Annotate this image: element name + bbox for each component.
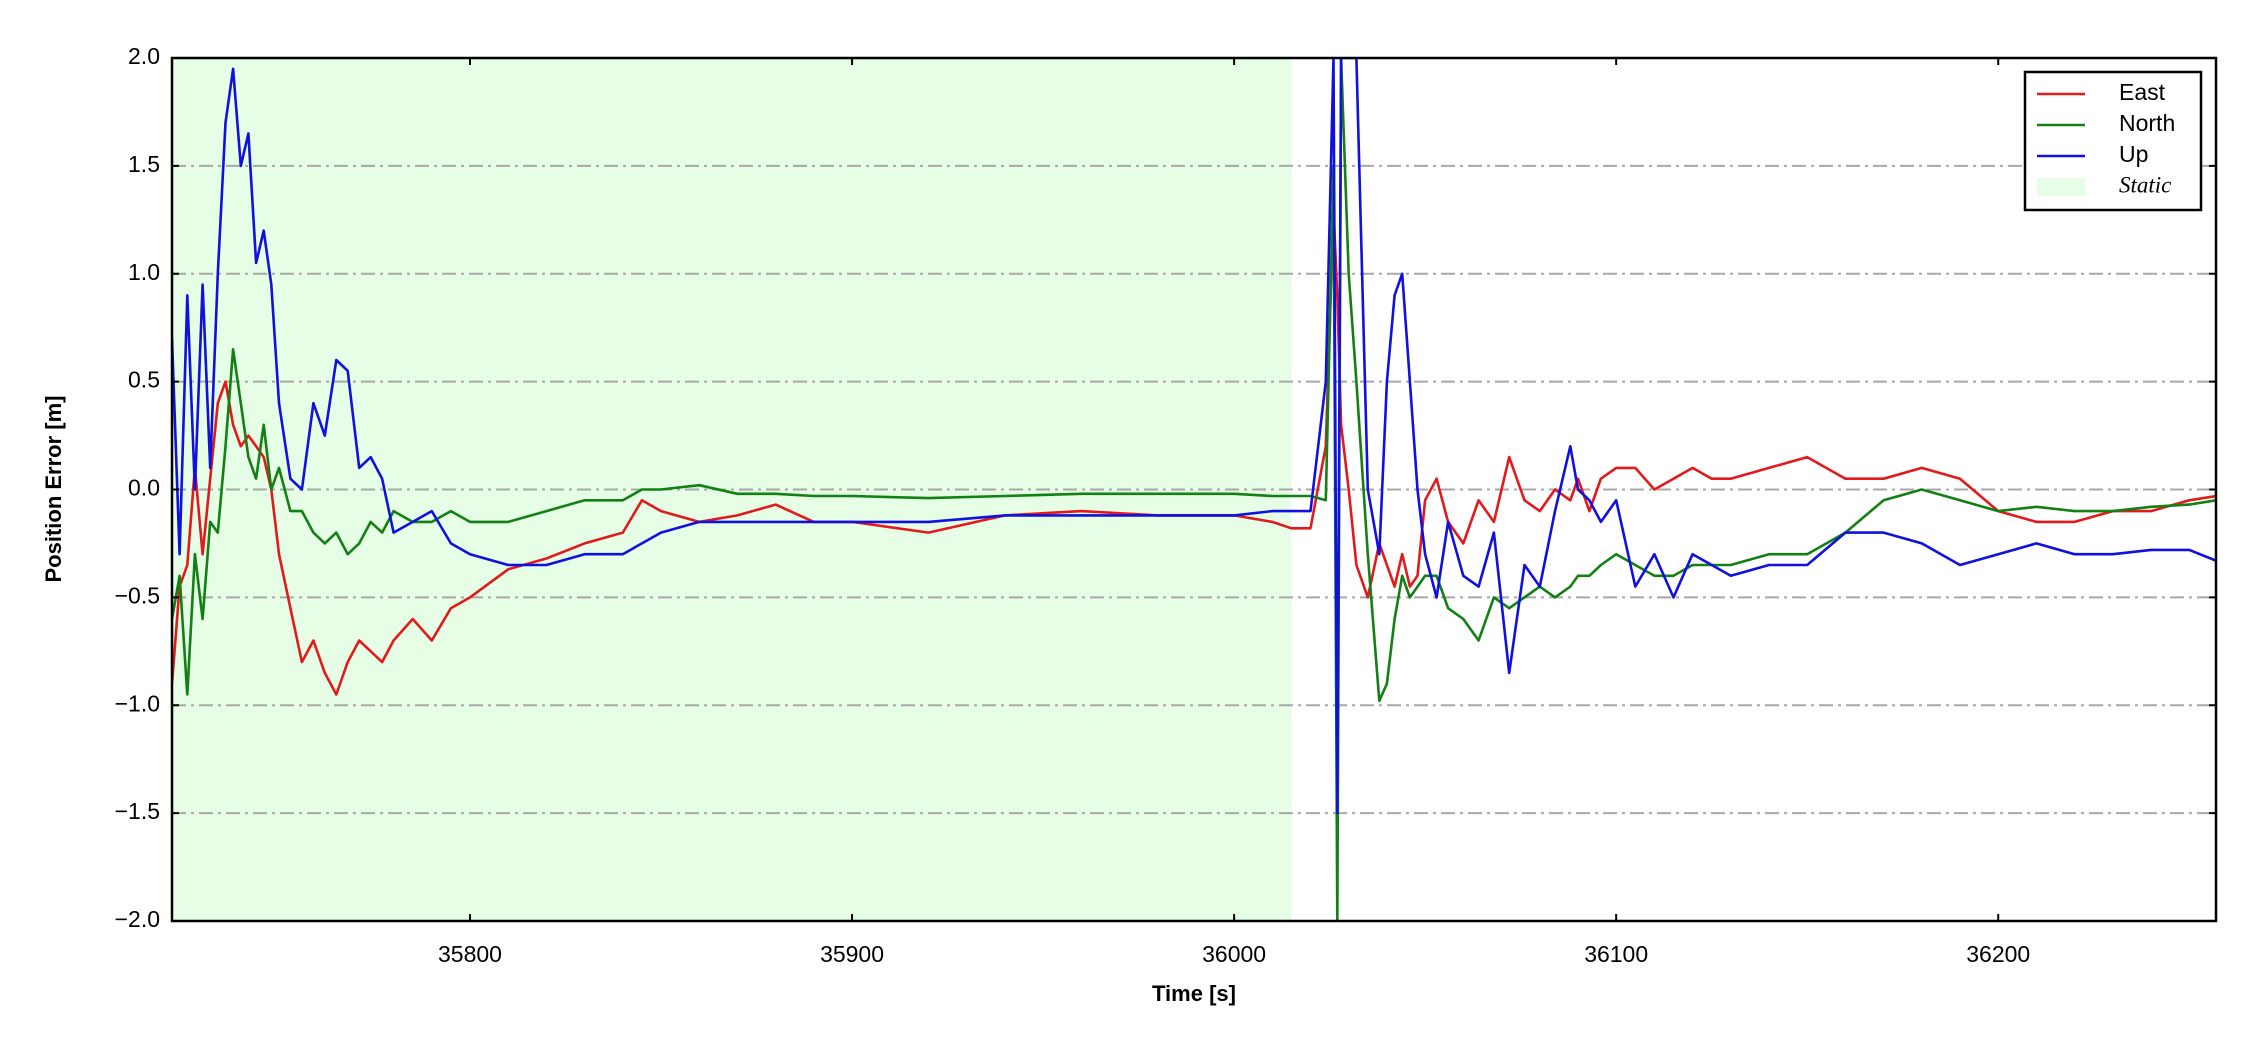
y-tick-label: −2.0: [115, 906, 160, 932]
x-tick-label: 36200: [1966, 941, 2030, 967]
legend-label: East: [2119, 79, 2166, 105]
y-tick-label: 0.5: [128, 367, 160, 393]
series-line: [172, 58, 2216, 921]
legend-label: Up: [2119, 141, 2148, 167]
y-tick-label: 0.0: [128, 475, 160, 501]
plot-frame: [170, 56, 2218, 923]
y-tick-label: −1.0: [115, 690, 160, 716]
x-tick-label: 36100: [1584, 941, 1648, 967]
y-axis-label: Position Error [m]: [41, 395, 66, 582]
lines: [172, 58, 2216, 921]
x-tick-label: 35900: [820, 941, 884, 967]
x-tick-label: 35800: [438, 941, 502, 967]
legend-label: North: [2119, 110, 2175, 136]
legend-swatch: [2037, 178, 2085, 196]
series-line: [172, 207, 2216, 696]
y-tick-label: −1.5: [115, 798, 160, 824]
y-tick-label: −0.5: [115, 582, 160, 608]
y-tick-label: 2.0: [128, 43, 160, 69]
axes: −2.0 −1.5 −1.0 −0.5 0.0 0.5 1.0 1.5 2.0 35800 3590…: [115, 43, 2218, 967]
legend: East North Up Static: [2023, 70, 2203, 212]
x-axis-label: Time [s]: [1152, 981, 1236, 1006]
x-tick-label: 36000: [1202, 941, 1266, 967]
y-tick-label: 1.5: [128, 151, 160, 177]
y-tick-label: 1.0: [128, 259, 160, 285]
series-line: [172, 58, 2216, 815]
legend-label: Static: [2119, 172, 2171, 197]
